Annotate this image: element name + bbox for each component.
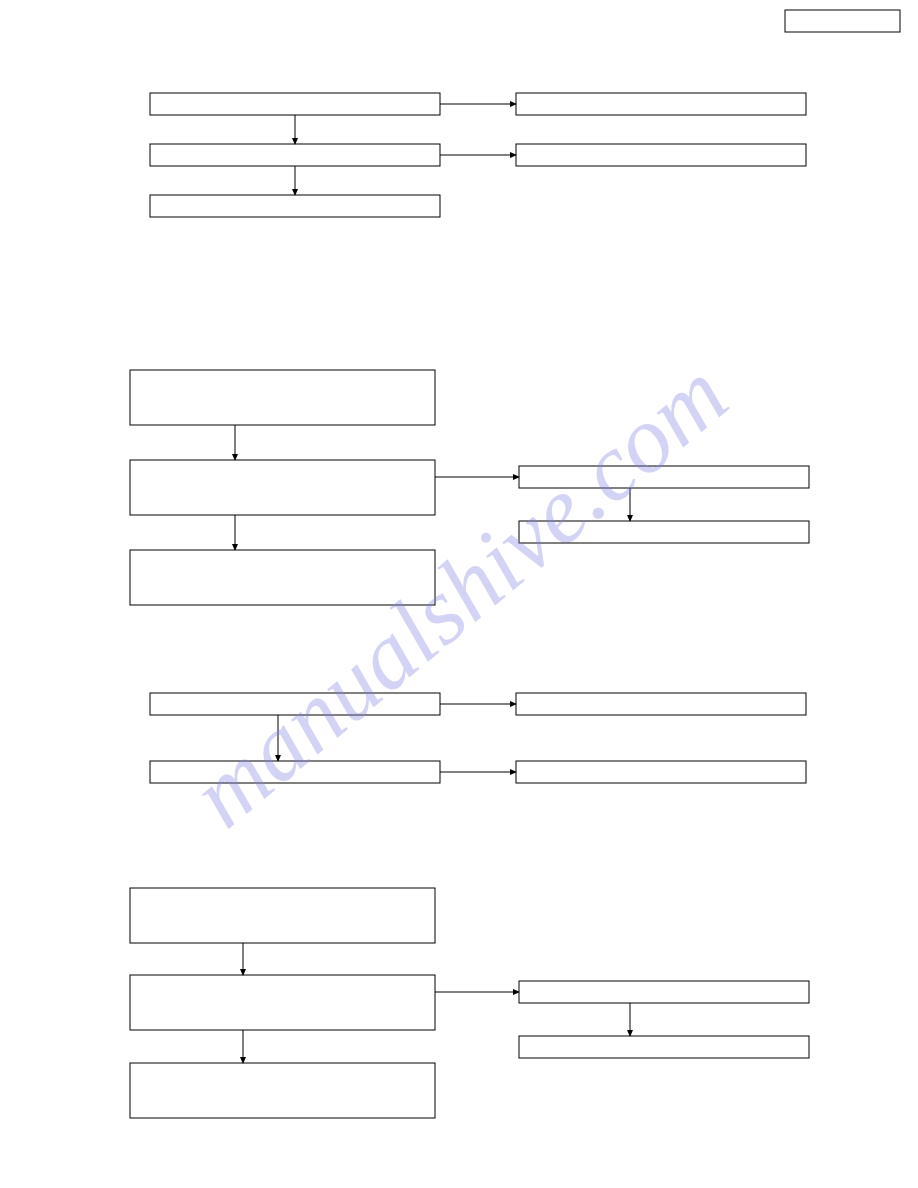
flowchart-node [130, 1063, 435, 1118]
page-number-box [785, 10, 900, 32]
flowchart-node [519, 466, 809, 488]
flowchart-node [516, 93, 806, 115]
flowchart-node [519, 521, 809, 543]
flowchart-node [516, 144, 806, 166]
flowchart-node [150, 144, 440, 166]
flowchart-node [130, 550, 435, 605]
flowchart-node [519, 1036, 809, 1058]
flowchart-node [130, 370, 435, 425]
flowchart-node [130, 975, 435, 1030]
flowchart-canvas [0, 0, 918, 1188]
flowchart-node [150, 761, 440, 783]
flowchart-node [516, 693, 806, 715]
flowchart-node [150, 93, 440, 115]
flowchart-node [519, 981, 809, 1003]
flowchart-node [150, 195, 440, 217]
flowchart-node [516, 761, 806, 783]
flowchart-node [130, 460, 435, 515]
flowchart-node [130, 888, 435, 943]
flowchart-node [150, 693, 440, 715]
